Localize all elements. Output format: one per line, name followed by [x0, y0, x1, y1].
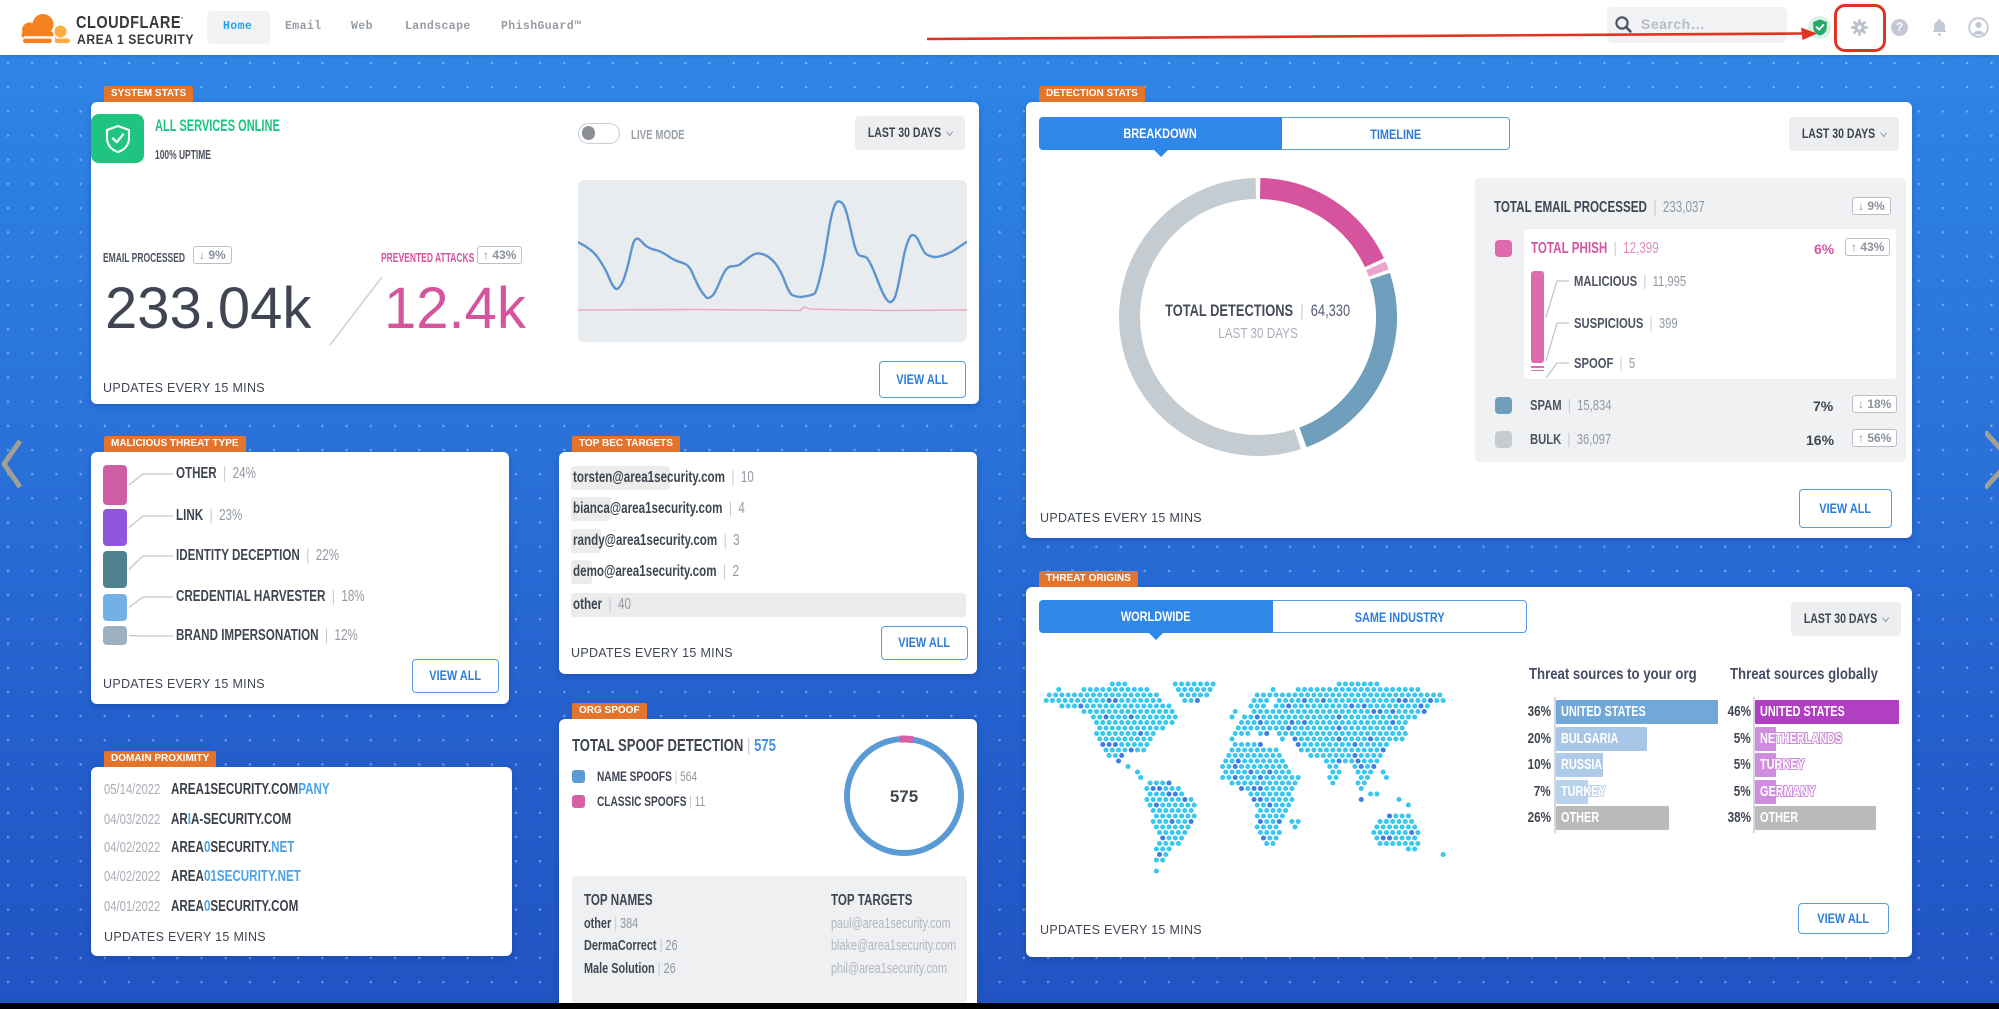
- svg-text:575: 575: [890, 787, 918, 806]
